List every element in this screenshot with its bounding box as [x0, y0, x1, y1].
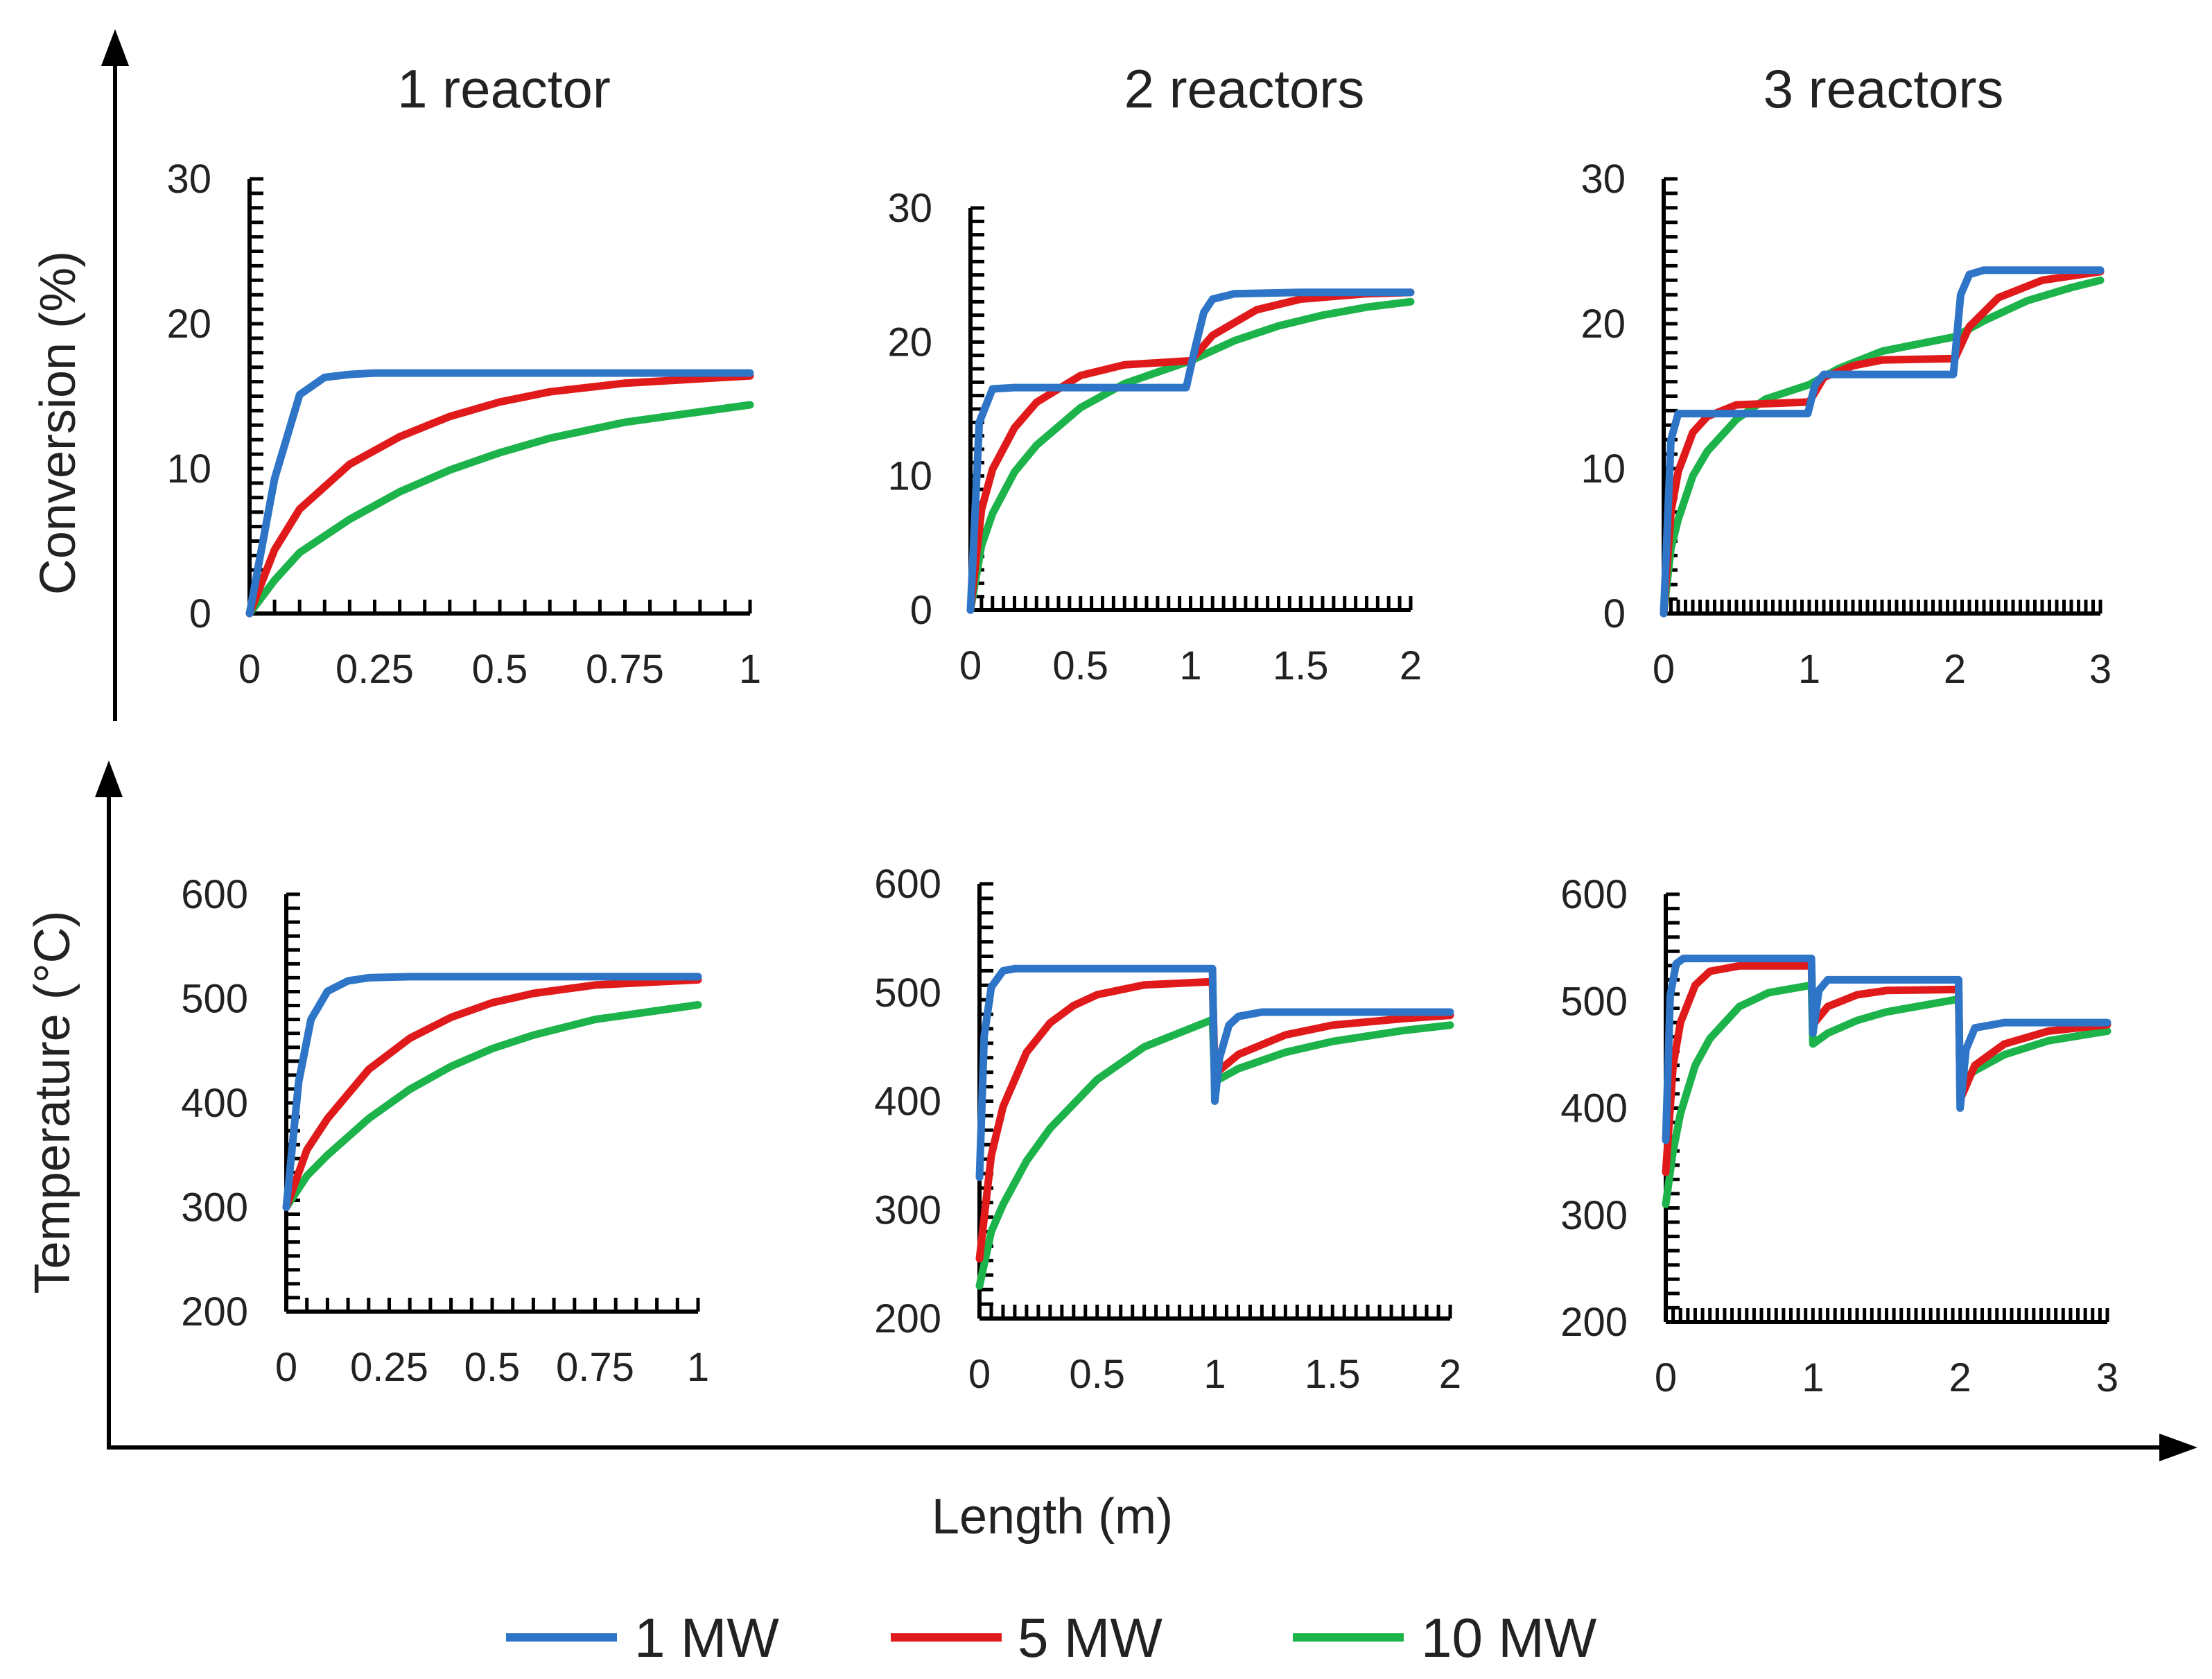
x-tick-label-0: 0 — [1653, 647, 1675, 692]
col-title-1-reactor: 1 reactor — [397, 58, 611, 119]
y-tick-label-10: 10 — [887, 454, 932, 499]
y-tick-label-500: 500 — [874, 971, 941, 1016]
y-tick-label-10: 10 — [166, 446, 211, 491]
series-line-5-mw — [282, 975, 702, 1211]
y-tick-label-0: 0 — [910, 588, 932, 633]
y-tick-label-300: 300 — [181, 1185, 248, 1230]
x-tick-label-0-75: 0.75 — [556, 1345, 634, 1390]
x-tick-label-0: 0 — [238, 647, 261, 692]
panel-temperature-1-reactor: 0 0.25 0.5 0.75 1 200 300 400 500 600 — [181, 872, 709, 1390]
y-tick-label-30: 30 — [887, 186, 932, 231]
x-tick-label-1: 1 — [739, 647, 761, 692]
panel-temperature-3-reactors: 0 1 2 3 200 300 400 500 600 — [1560, 872, 2118, 1400]
y-tick-label-400: 400 — [874, 1079, 941, 1124]
series-line-1-mw — [1662, 955, 2111, 1145]
panel-temperature-2-reactors: 0 0.5 1 1.5 2 200 300 400 500 600 — [874, 862, 1461, 1397]
x-tick-label-0: 0 — [275, 1345, 297, 1390]
y-tick-label-0: 0 — [1603, 591, 1626, 636]
series-line-1-mw — [282, 973, 702, 1211]
series-line-10-mw — [245, 401, 754, 618]
legend-label-1mw: 1 MW — [634, 1607, 779, 1669]
x-tick-label-0-5: 0.5 — [1069, 1352, 1125, 1397]
y-tick-label-500: 500 — [1560, 979, 1628, 1024]
y-tick-label-300: 300 — [1560, 1193, 1628, 1238]
series-line-10-mw — [975, 1016, 1454, 1290]
x-tick-label-1: 1 — [1179, 643, 1201, 688]
y-tick-label-200: 200 — [181, 1289, 248, 1334]
y-tick-label-30: 30 — [166, 157, 211, 202]
col-title-2-reactors: 2 reactors — [1124, 58, 1365, 119]
y-tick-label-20: 20 — [1580, 302, 1626, 347]
legend-label-5mw: 5 MW — [1018, 1607, 1162, 1669]
x-tick-label-0-5: 0.5 — [472, 647, 528, 692]
series-line-1-mw — [245, 369, 754, 618]
x-tick-label-1: 1 — [1802, 1355, 1824, 1400]
y-tick-label-600: 600 — [1560, 872, 1628, 917]
y-tick-label-600: 600 — [874, 862, 941, 907]
x-tick-label-0: 0 — [1655, 1355, 1677, 1400]
x-tick-label-0-25: 0.25 — [350, 1345, 428, 1390]
conversion-axis-title: Conversion (%) — [31, 251, 86, 595]
y-tick-label-10: 10 — [1580, 446, 1626, 491]
x-tick-label-3: 3 — [2096, 1355, 2118, 1400]
series-line-10-mw — [966, 297, 1415, 614]
conversion-axis-arrowhead — [101, 29, 129, 66]
x-tick-label-0-75: 0.75 — [586, 647, 664, 692]
series-line-5-mw — [975, 977, 1454, 1263]
x-tick-label-0: 0 — [959, 643, 982, 688]
y-tick-label-400: 400 — [181, 1081, 248, 1126]
x-tick-label-2: 2 — [1949, 1355, 1971, 1400]
col-title-3-reactors: 3 reactors — [1763, 58, 2004, 119]
x-tick-label-1-5: 1.5 — [1305, 1352, 1361, 1397]
x-tick-label-2: 2 — [1944, 647, 1966, 692]
series-line-1-mw — [975, 964, 1454, 1181]
y-tick-label-20: 20 — [887, 320, 932, 365]
x-tick-label-1-5: 1.5 — [1273, 643, 1329, 688]
temperature-axis-arrowhead — [95, 760, 123, 797]
temperature-axis-title: Temperature (°C) — [25, 911, 80, 1294]
y-tick-label-200: 200 — [1560, 1300, 1628, 1345]
series-line-1-mw — [966, 288, 1415, 614]
x-tick-label-0-5: 0.5 — [1052, 643, 1108, 688]
frame-arrows — [95, 29, 2197, 1461]
series-line-10-mw — [282, 1001, 702, 1211]
legend: 1 MW 5 MW 10 MW — [506, 1607, 1597, 1669]
x-tick-label-0: 0 — [968, 1352, 991, 1397]
series-line-1-mw — [1660, 266, 2105, 618]
x-tick-label-1: 1 — [1798, 647, 1820, 692]
y-tick-label-20: 20 — [166, 302, 211, 347]
y-tick-label-0: 0 — [189, 591, 211, 636]
y-tick-label-300: 300 — [874, 1188, 941, 1233]
x-tick-label-3: 3 — [2089, 647, 2111, 692]
series-line-5-mw — [245, 372, 754, 618]
x-tick-label-0-5: 0.5 — [464, 1345, 521, 1390]
x-tick-label-1: 1 — [687, 1345, 709, 1390]
series-line-10-mw — [1662, 981, 2111, 1208]
x-tick-label-2: 2 — [1400, 643, 1422, 688]
series-line-5-mw — [966, 288, 1415, 614]
y-tick-label-200: 200 — [874, 1296, 941, 1341]
length-axis-title: Length (m) — [932, 1489, 1173, 1545]
x-tick-label-1: 1 — [1203, 1352, 1226, 1397]
series-line-10-mw — [1660, 276, 2105, 618]
x-tick-label-2: 2 — [1439, 1352, 1461, 1397]
y-tick-label-600: 600 — [181, 872, 248, 917]
length-axis-arrowhead — [2159, 1434, 2197, 1461]
series-line-5-mw — [1662, 962, 2111, 1176]
y-tick-label-500: 500 — [181, 977, 248, 1022]
y-tick-label-30: 30 — [1580, 157, 1626, 202]
y-tick-label-400: 400 — [1560, 1086, 1628, 1131]
x-tick-label-0-25: 0.25 — [336, 647, 414, 692]
series-line-5-mw — [1660, 268, 2105, 618]
legend-label-10mw: 10 MW — [1421, 1607, 1597, 1669]
